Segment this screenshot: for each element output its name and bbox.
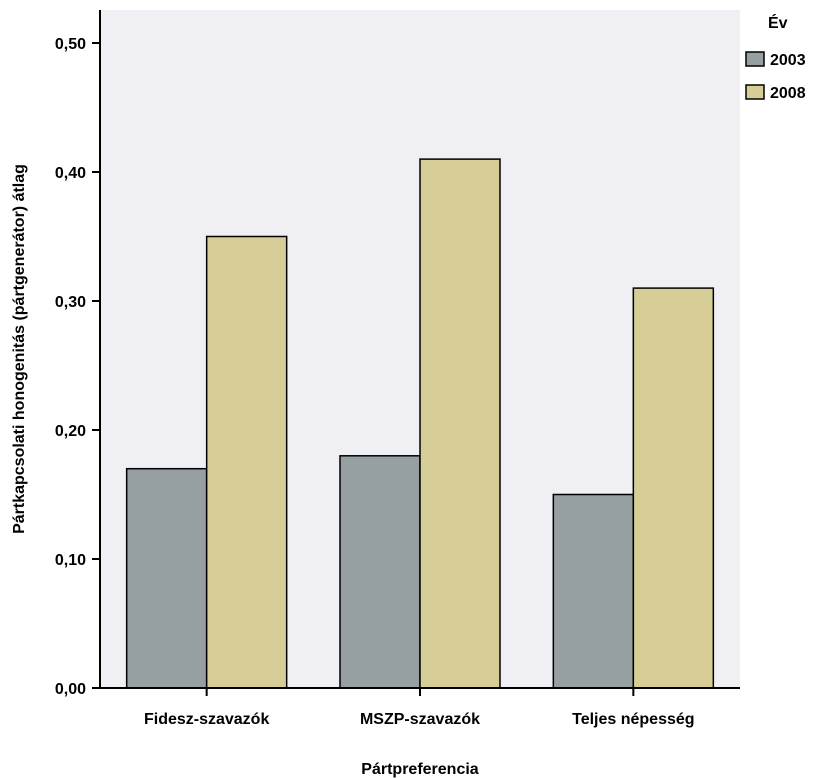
bar-2003-1: [125, 467, 208, 689]
bar-2003-3: [552, 493, 635, 689]
y-ticks-group: 0,00 0,10 0,20 0,30 0,40 0,50: [55, 36, 100, 698]
y-axis-title: Pártkapcsolati honogenitás (pártgeneráto…: [11, 164, 28, 534]
x-categories-group: Fidesz-szavazók MSZP-szavazók Teljes népes…: [144, 688, 695, 728]
y-tick-label: 0,50: [55, 36, 86, 53]
legend: Év 2003 2008: [745, 13, 806, 102]
y-tick-label: 0,20: [55, 423, 86, 440]
bar-2008-2: [419, 158, 501, 689]
legend-swatch-2008: [745, 84, 765, 100]
legend-label-2003: 2003: [770, 52, 806, 69]
x-category-label: MSZP-szavazók: [360, 711, 480, 728]
x-category-label: Teljes népesség: [572, 711, 694, 728]
x-category-label: Fidesz-szavazók: [144, 711, 269, 728]
bar-2008-1: [205, 235, 288, 689]
y-tick-label: 0,10: [55, 552, 86, 569]
y-tick-label: 0,30: [55, 294, 86, 311]
bar-2003-2: [339, 455, 421, 689]
y-tick-label: 0,40: [55, 165, 86, 182]
legend-title: Év: [768, 13, 788, 32]
bars-group: [125, 158, 715, 689]
legend-label-2008: 2008: [770, 85, 806, 102]
bar-2008-3: [632, 287, 715, 689]
y-tick-label: 0,00: [55, 681, 86, 698]
legend-swatch-2003: [745, 51, 765, 67]
x-axis-title: Pártpreferencia: [361, 761, 478, 778]
